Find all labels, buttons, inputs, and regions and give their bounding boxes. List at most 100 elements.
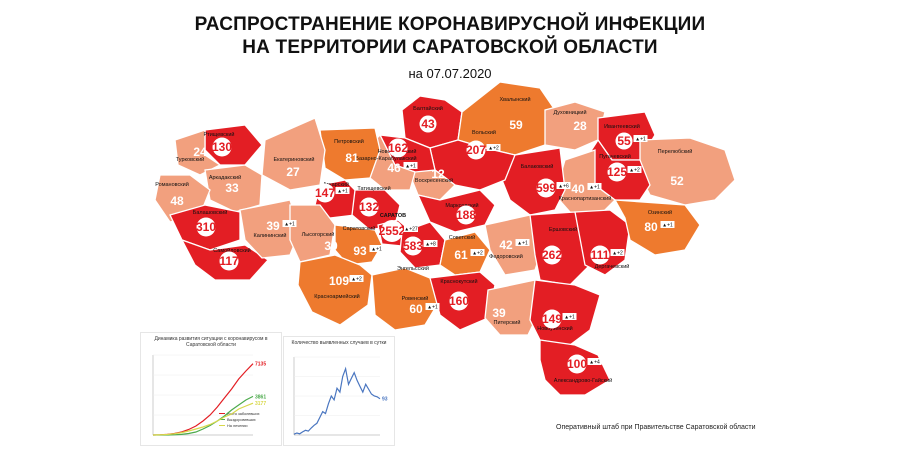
region-count-lysogorskiy: 30 <box>324 239 338 253</box>
region-count-rtischevskiy: 130 <box>212 140 232 154</box>
region-count-rovenskiy: 60 <box>409 302 423 316</box>
region-count-ekaterinovskiy: 27 <box>286 165 300 179</box>
region-name-rovenskiy: Ровенский <box>402 295 429 302</box>
series-line-vyzdorovevshih <box>153 395 254 436</box>
region-delta-box-dergachevskiy <box>610 249 625 256</box>
region-name-ershovskiy: Ершовский <box>549 226 577 233</box>
region-petrovskiy <box>319 127 381 181</box>
region-name-aleksandrovo-gayskiy: Александрово-Гайский <box>554 377 612 384</box>
region-name-atkarskiy: Аткарский <box>323 181 349 188</box>
region-name-ekaterinovskiy: Екатериновский <box>273 156 314 163</box>
series-end-label-series-0: 93 <box>382 397 388 403</box>
region-count-badge-ershovskiy <box>542 245 562 265</box>
region-delta-box-novouzenskiy <box>562 313 577 320</box>
region-name-romanovskiy: Романовский <box>155 181 189 188</box>
region-delta-krasnopartizanskiy: ▲+1 <box>589 185 600 191</box>
region-delta-box-saratov <box>404 225 418 232</box>
series-line-na-lechenii <box>152 402 254 436</box>
legend-label-vsego-zabolevshih: Всего заболевших <box>227 412 260 416</box>
region-count-kalininskiy: 39 <box>266 219 280 233</box>
region-count-duhovnitskiy: 28 <box>573 119 587 133</box>
region-ekaterinovskiy <box>261 117 326 191</box>
region-delta-box-kalininskiy <box>282 220 297 227</box>
cumulative-chart-panel: Динамика развития ситуации с коронавирус… <box>140 332 282 446</box>
region-name-saratov: САРАТОВ <box>380 213 406 219</box>
region-count-badge-pugachevskiy <box>607 162 627 182</box>
region-name-dergachevskiy: Дергачевский <box>595 263 630 270</box>
region-name-arkadakskiy: Аркадакский <box>209 174 241 181</box>
region-count-bazarno-karabulakskiy: 46 <box>387 161 401 175</box>
region-delta-volskiy: ▲+2 <box>488 146 499 152</box>
report-date: на 07.07.2020 <box>408 66 492 81</box>
region-count-romanovskiy: 48 <box>170 194 184 208</box>
region-kalininskiy <box>239 199 301 259</box>
region-count-badge-balashovskiy <box>196 217 216 237</box>
region-count-atkarskiy: 147 <box>315 186 335 200</box>
series-line-series-0 <box>293 366 381 435</box>
daily-chart-panel: Количество выявленных случаев в сутки 93 <box>283 336 395 446</box>
region-name-krasnokutskiy: Краснокутский <box>440 278 477 285</box>
region-name-petrovskiy: Петровский <box>334 138 364 145</box>
region-count-badge-balakovskiy <box>536 178 556 198</box>
region-name-ivanteevskiy: Ивантеевский <box>604 123 640 130</box>
region-count-badge-novoburasskiy <box>388 138 408 158</box>
region-count-tatischevskiy: 132 <box>359 200 379 214</box>
region-name-samoylovskiy: Самойловский <box>213 247 251 254</box>
region-delta-box-engelsskiy <box>423 240 438 247</box>
cumulative-chart-title: Динамика развития ситуации с коронавирус… <box>154 336 268 348</box>
region-name-piterskiy: Питерский <box>494 319 521 326</box>
region-count-saratov: 2552 <box>379 224 406 238</box>
region-turkovskiy <box>174 129 222 176</box>
region-lysogorskiy <box>289 204 336 263</box>
region-count-ivanteevskiy: 55 <box>617 134 631 148</box>
region-count-badge-marksovskiy <box>456 205 476 225</box>
region-count-krasnoarmeyskiy: 109 <box>329 274 349 288</box>
region-count-badge-dergachevskiy <box>590 245 610 265</box>
region-delta-rovenskiy: ▲+1 <box>427 305 438 311</box>
region-delta-sovetskiy: ▲+2 <box>472 251 483 257</box>
region-rovenskiy <box>371 267 441 331</box>
region-count-petrovskiy: 81 <box>345 151 359 165</box>
region-delta-box-sovetskiy <box>470 249 485 256</box>
region-count-badge-baltayskiy <box>419 115 437 133</box>
region-count-sovetskiy: 61 <box>454 248 468 262</box>
region-count-krasnokutskiy: 160 <box>449 294 469 308</box>
region-count-ershovskiy: 262 <box>542 248 562 262</box>
region-count-samoylovskiy: 117 <box>219 254 239 268</box>
region-count-pugachevskiy: 125 <box>607 165 627 179</box>
region-count-saratovskiy: 93 <box>353 244 367 258</box>
region-delta-box-volskiy <box>486 144 501 151</box>
source-caption: Оперативный штаб при Правительстве Сарат… <box>556 424 756 431</box>
region-delta-fedorovskiy: ▲+1 <box>517 241 528 247</box>
region-count-piterskiy: 39 <box>492 306 506 320</box>
region-name-hvalynskiy: Хвалынский <box>499 96 530 103</box>
region-name-novouzenskiy: Новоузенский <box>537 325 573 332</box>
region-count-marksovskiy: 188 <box>456 208 476 222</box>
region-delta-dergachevskiy: ▲+2 <box>612 251 623 257</box>
region-delta-balakovskiy: ▲+6 <box>558 184 569 190</box>
region-delta-kalininskiy: ▲+1 <box>284 222 295 228</box>
region-count-badge-engelsskiy <box>403 236 423 256</box>
region-delta-atkarskiy: ▲+1 <box>337 189 348 195</box>
region-count-engelsskiy: 583 <box>403 239 423 253</box>
region-count-ozinskiy: 80 <box>644 220 658 234</box>
region-delta-pugachevskiy: ▲+2 <box>629 168 640 174</box>
region-count-novouzenskiy: 149 <box>542 312 562 326</box>
region-name-balakovskiy: Балаковский <box>521 163 554 170</box>
region-count-badge-volskiy <box>466 140 486 160</box>
region-arkadakskiy <box>204 164 263 213</box>
region-count-perelyubskiy: 52 <box>670 174 684 188</box>
region-delta-box-atkarskiy <box>335 187 350 194</box>
region-delta-box-aleksandrovo-gayskiy <box>587 358 602 365</box>
region-delta-bazarno-karabulakskiy: ▲+1 <box>405 164 416 170</box>
region-delta-box-krasnopartizanskiy <box>587 183 602 190</box>
region-name-lysogorskiy: Лысогорский <box>302 231 335 238</box>
region-saratovskiy <box>334 224 383 266</box>
region-krasnoarmeyskiy <box>297 254 373 326</box>
region-name-pugachevskiy: Пугачевский <box>599 153 631 160</box>
region-count-turkovskiy: 24 <box>193 145 207 159</box>
region-name-krasnoarmeyskiy: Красноармейский <box>314 293 360 300</box>
region-name-voskresenskiy: Воскресенский <box>415 177 453 184</box>
region-delta-box-balakovskiy <box>556 182 571 189</box>
